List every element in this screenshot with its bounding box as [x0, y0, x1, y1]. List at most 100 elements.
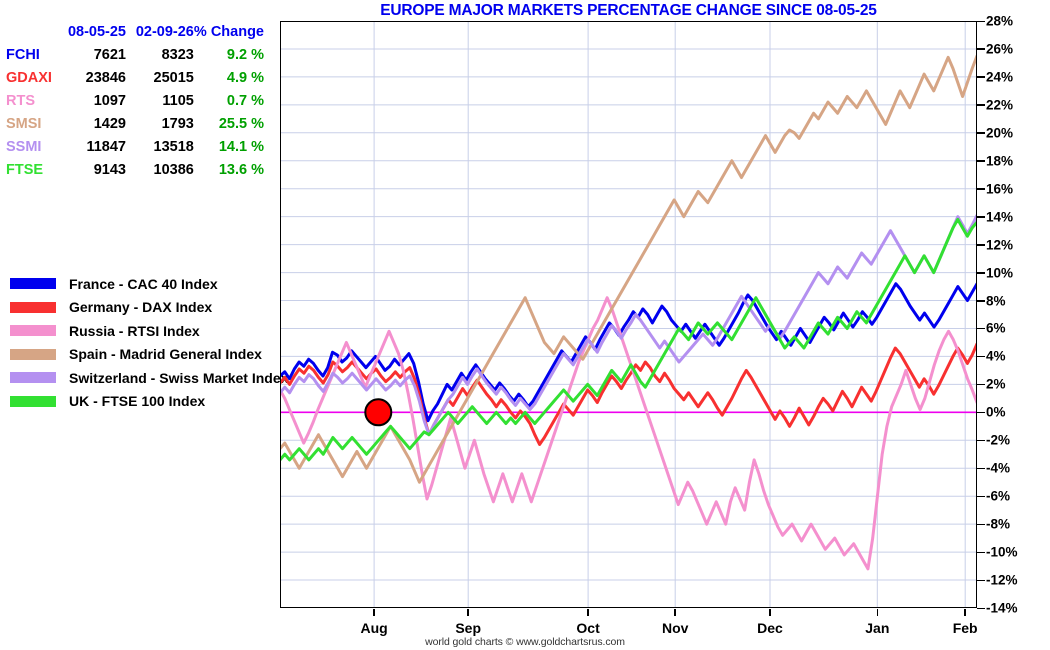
y-axis-tick-mark [977, 439, 985, 442]
legend-item-label: Germany - DAX Index [69, 299, 213, 316]
x-axis-tick-mark [876, 609, 879, 616]
y-axis-tick-label: -12% [986, 572, 1018, 588]
row-start-value: 9143 [93, 161, 126, 178]
plot-area [280, 21, 977, 608]
row-end-value: 1105 [162, 92, 194, 109]
legend-item-label: Switzerland - Swiss Market Index [69, 369, 289, 386]
y-axis-tick-label: 16% [986, 181, 1014, 197]
y-axis-tick-label: 8% [986, 293, 1006, 309]
y-axis-tick-label: 6% [986, 320, 1006, 336]
legend-item-label: Spain - Madrid General Index [69, 346, 262, 363]
x-axis-labels: Aug Sep Oct Nov Dec Jan Feb [0, 609, 1050, 636]
y-axis-tick-mark [977, 160, 985, 162]
series-line [280, 213, 977, 437]
series-line [280, 296, 977, 571]
row-symbol: GDAXI [6, 69, 52, 86]
y-axis-tick-mark [977, 48, 985, 50]
row-start-value: 1097 [93, 92, 126, 109]
footer-credit: world gold charts © www.goldchartsrus.co… [425, 636, 625, 648]
row-pct-change: 13.6 % [218, 161, 264, 178]
series-line [280, 217, 977, 462]
row-symbol: RTS [6, 92, 35, 109]
row-start-value: 23846 [85, 69, 126, 86]
x-axis-tick-mark [467, 609, 469, 616]
row-symbol: SMSI [6, 115, 42, 132]
y-axis-tick-label: 20% [986, 125, 1014, 141]
legend-color-swatch [10, 278, 56, 290]
table-row: FTSE 9143 10386 13.6 % [0, 158, 270, 181]
legend-color-swatch [10, 395, 56, 407]
y-axis-tick-label: 4% [986, 348, 1006, 364]
legend-color-swatch [10, 301, 56, 313]
x-axis-tick-label: Jan [865, 620, 890, 636]
y-axis-tick-mark [977, 132, 985, 134]
row-pct-change: 9.2 % [226, 46, 264, 63]
x-axis-tick-label: Nov [661, 620, 689, 636]
chart-svg [280, 21, 977, 608]
header-end-date: 02-09-26 [135, 23, 194, 40]
table-row: FCHI 7621 8323 9.2 % [0, 43, 270, 66]
y-axis-tick-label: 24% [986, 69, 1014, 85]
y-axis-tick-mark [977, 104, 985, 106]
y-axis-tick-mark [977, 327, 985, 330]
legend-item-label: Russia - RTSI Index [69, 322, 200, 339]
legend-item-label: France - CAC 40 Index [69, 275, 218, 292]
y-axis-tick-label: -14% [986, 600, 1018, 616]
y-axis-tick-label: 2% [986, 376, 1006, 392]
y-axis-tick-mark [977, 551, 985, 554]
legend-color-swatch [10, 348, 56, 360]
summary-table: 08-05-25 02-09-26 % Change FCHI 7621 8323 9… [0, 20, 270, 181]
legend-item[interactable]: France - CAC 40 Index [10, 272, 275, 296]
legend-item[interactable]: Germany - DAX Index [10, 296, 275, 320]
x-axis-tick-mark [769, 609, 771, 616]
y-axis-tick-mark [977, 188, 985, 190]
y-axis-tick-label: 28% [986, 13, 1014, 29]
x-axis-tick-label: Aug [360, 620, 388, 636]
y-axis-tick-label: 12% [986, 237, 1014, 253]
x-axis-tick-label: Oct [576, 620, 600, 636]
row-start-value: 1429 [93, 115, 126, 132]
legend-item[interactable]: UK - FTSE 100 Index [10, 390, 275, 414]
x-axis-tick-label: Sep [455, 620, 482, 636]
table-row: SMSI 1429 1793 25.5 % [0, 112, 270, 135]
row-end-value: 8323 [161, 46, 194, 63]
series-line [280, 342, 977, 446]
legend-item[interactable]: Russia - RTSI Index [10, 319, 275, 343]
summary-table-body: 08-05-25 02-09-26 % Change FCHI 7621 8323 9… [0, 20, 270, 181]
start-point-marker [364, 398, 393, 427]
legend-item[interactable]: Spain - Madrid General Index [10, 343, 275, 367]
row-end-value: 13518 [153, 138, 194, 155]
chart-legend: France - CAC 40 Index Germany - DAX Index… [10, 272, 288, 414]
header-symbol [0, 20, 62, 43]
y-axis-tick-mark [977, 607, 985, 609]
row-pct-change: 14.1 % [218, 138, 264, 155]
row-pct-change: 0.7 % [226, 92, 264, 109]
y-axis-labels: 28% 26% 24% 22% 20% 18% 16% 14% 12% 10% 8% 6% 4% 2% 0%… [977, 0, 1050, 650]
x-axis-tick-label: Feb [952, 620, 978, 636]
y-axis-tick-mark [977, 244, 985, 246]
legend-item[interactable]: Switzerland - Swiss Market Index [10, 366, 288, 390]
y-axis-tick-label: -6% [986, 488, 1011, 504]
series-line [280, 54, 977, 484]
x-axis-tick-mark [373, 609, 375, 616]
x-axis-tick-mark [587, 609, 589, 616]
y-axis-tick-label: 10% [986, 265, 1014, 281]
row-end-value: 25015 [153, 69, 194, 86]
y-axis-tick-mark [977, 355, 985, 358]
row-pct-change: 4.9 % [226, 69, 264, 86]
y-axis-tick-label: 26% [986, 41, 1014, 57]
plot-frame [280, 21, 977, 608]
row-pct-change: 25.5 % [218, 115, 264, 132]
x-axis-tick-mark [674, 609, 676, 616]
y-axis-tick-label: -4% [986, 460, 1011, 476]
x-axis-tick-label: Dec [757, 620, 783, 636]
table-row: GDAXI 23846 25015 4.9 % [0, 66, 270, 89]
row-start-value: 7621 [93, 46, 126, 63]
row-symbol: FCHI [6, 46, 40, 63]
table-header-row: 08-05-25 02-09-26 % Change [0, 20, 270, 43]
table-row: RTS 1097 1105 0.7 % [0, 89, 270, 112]
y-axis-tick-label: -8% [986, 516, 1011, 532]
y-axis-tick-label: 18% [986, 153, 1014, 169]
legend-color-swatch [10, 372, 56, 384]
y-axis-tick-label: 14% [986, 209, 1014, 225]
